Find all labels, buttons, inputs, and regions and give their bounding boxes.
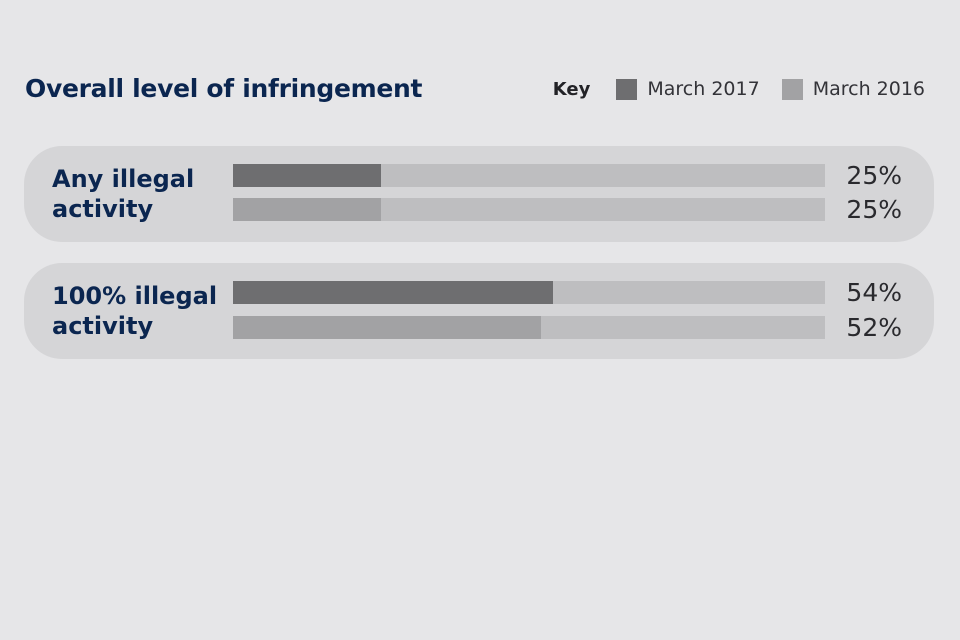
legend-label-march-2016: March 2016 [812,78,925,100]
bar-march-2016 [233,316,541,339]
legend-swatch-march-2016 [781,78,803,100]
category-panel-any-illegal-activity: Any illegal activity 25% 25% [24,146,934,242]
bar-march-2017 [233,164,381,187]
legend: Key March 2017 March 2016 [553,78,925,100]
data-label-march-2016: 25% [846,195,902,224]
data-label-march-2016: 52% [846,313,902,342]
category-panel-100-illegal-activity: 100% illegal activity 54% 52% [24,263,934,359]
data-label-march-2017: 54% [846,278,902,307]
legend-item-march-2016: March 2016 [781,78,925,100]
bar-track [233,281,825,304]
bar-march-2016 [233,198,381,221]
legend-item-march-2017: March 2017 [616,78,760,100]
legend-label-march-2017: March 2017 [647,78,760,100]
legend-swatch-march-2017 [616,78,638,100]
bar-track [233,164,825,187]
bar-track [233,316,825,339]
chart-title: Overall level of infringement [25,74,423,103]
data-label-march-2017: 25% [846,161,902,190]
category-label: 100% illegal activity [52,282,218,340]
bar-march-2017 [233,281,553,304]
category-label: Any illegal activity [52,165,195,223]
bar-track [233,198,825,221]
legend-title: Key [552,78,591,100]
